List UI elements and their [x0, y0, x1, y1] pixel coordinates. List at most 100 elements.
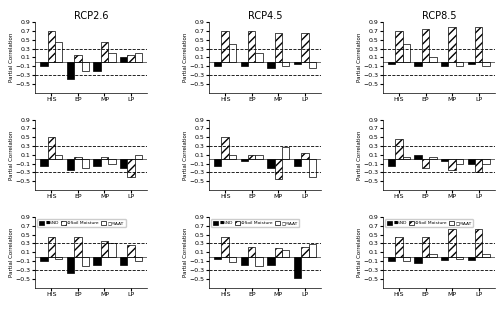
Bar [414, 257, 422, 263]
Bar [74, 55, 82, 62]
Bar [256, 53, 263, 62]
Bar [256, 257, 263, 266]
Bar [267, 159, 274, 168]
Bar [468, 257, 475, 260]
Bar [240, 159, 248, 161]
Bar [74, 157, 82, 159]
Bar [214, 62, 222, 66]
Bar [40, 257, 48, 261]
Y-axis label: Partial Correlation: Partial Correlation [183, 33, 188, 82]
Bar [248, 155, 256, 159]
Bar [308, 159, 316, 177]
Bar [448, 27, 456, 62]
Bar [48, 237, 55, 257]
Bar [475, 229, 482, 257]
Bar [301, 247, 308, 257]
Bar [82, 62, 89, 71]
Bar [448, 159, 456, 170]
Bar [240, 62, 248, 66]
Bar [388, 62, 396, 64]
Bar [468, 62, 475, 64]
Bar [66, 257, 74, 273]
Bar [100, 157, 108, 159]
Bar [229, 257, 236, 262]
Bar [468, 159, 475, 164]
Bar [214, 257, 222, 259]
Bar [482, 62, 490, 66]
Bar [475, 159, 482, 173]
Bar [100, 42, 108, 62]
Bar [120, 159, 127, 168]
Bar [422, 29, 430, 62]
Legend: ■SND, ⊘Soil Moisture, □MAAT: ■SND, ⊘Soil Moisture, □MAAT [37, 219, 126, 227]
Bar [108, 159, 116, 164]
Bar [403, 157, 410, 159]
Bar [422, 159, 430, 168]
Bar [82, 257, 89, 266]
Bar [396, 31, 403, 62]
Y-axis label: Partial Correlation: Partial Correlation [357, 228, 362, 277]
Bar [430, 58, 437, 62]
Bar [308, 244, 316, 257]
Bar [48, 137, 55, 159]
Bar [127, 245, 134, 257]
Bar [127, 55, 134, 62]
Bar [441, 159, 448, 161]
Bar [120, 257, 127, 264]
Bar [475, 27, 482, 62]
Bar [134, 257, 142, 261]
Bar [396, 139, 403, 159]
Bar [414, 62, 422, 66]
Bar [248, 31, 256, 62]
Bar [294, 62, 301, 64]
Bar [214, 159, 222, 166]
Bar [127, 159, 134, 177]
Bar [120, 58, 127, 62]
Bar [82, 159, 89, 168]
Bar [134, 53, 142, 62]
Bar [396, 237, 403, 257]
Bar [93, 62, 100, 71]
Bar [274, 248, 282, 257]
Bar [294, 257, 301, 278]
Bar [93, 159, 100, 166]
Bar [267, 257, 274, 264]
Bar [55, 257, 62, 259]
Y-axis label: Partial Correlation: Partial Correlation [357, 130, 362, 179]
Bar [66, 62, 74, 80]
Bar [100, 241, 108, 257]
Legend: ■SND, ⊘Soil Moisture, □MAAT: ■SND, ⊘Soil Moisture, □MAAT [211, 219, 300, 227]
Bar [456, 257, 464, 259]
Bar [222, 137, 229, 159]
Bar [229, 44, 236, 62]
Bar [248, 247, 256, 257]
Bar [256, 155, 263, 159]
Bar [403, 44, 410, 62]
Bar [456, 62, 464, 66]
Y-axis label: Partial Correlation: Partial Correlation [357, 33, 362, 82]
Bar [301, 153, 308, 159]
Bar [55, 155, 62, 159]
Y-axis label: Partial Correlation: Partial Correlation [183, 228, 188, 277]
Bar [222, 237, 229, 257]
Bar [274, 159, 282, 179]
Bar [40, 159, 48, 166]
Bar [93, 257, 100, 264]
Bar [274, 33, 282, 62]
Bar [282, 147, 290, 159]
Title: RCP4.5: RCP4.5 [248, 11, 282, 21]
Bar [448, 229, 456, 257]
Bar [55, 42, 62, 62]
Bar [422, 237, 430, 257]
Bar [74, 237, 82, 257]
Bar [441, 257, 448, 260]
Bar [301, 33, 308, 62]
Bar [308, 62, 316, 69]
Bar [388, 159, 396, 166]
Bar [240, 257, 248, 264]
Y-axis label: Partial Correlation: Partial Correlation [10, 130, 14, 179]
Bar [40, 62, 48, 66]
Legend: ■SND, ⊘Soil Moisture, □MAAT: ■SND, ⊘Soil Moisture, □MAAT [385, 219, 474, 227]
Bar [108, 53, 116, 62]
Bar [456, 159, 464, 164]
